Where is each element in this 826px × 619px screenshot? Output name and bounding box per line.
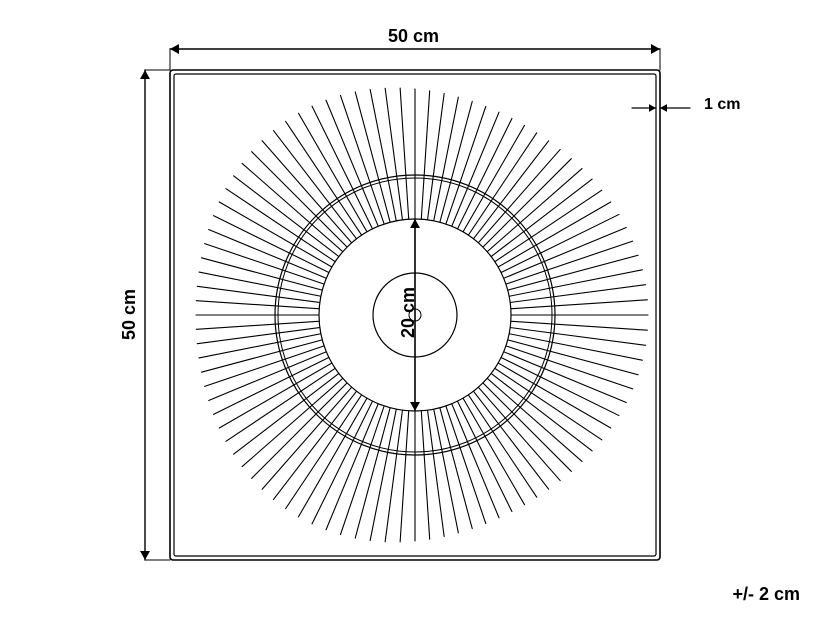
tolerance-label: +/- 2 cm [732, 584, 800, 605]
inner-diameter-label: 20 cm [398, 287, 419, 338]
width-label: 50 cm [388, 26, 439, 47]
diagram-canvas: 50 cm 50 cm 1 cm 20 cm +/- 2 cm [0, 0, 826, 619]
thickness-label: 1 cm [704, 96, 740, 114]
height-label: 50 cm [119, 289, 140, 340]
